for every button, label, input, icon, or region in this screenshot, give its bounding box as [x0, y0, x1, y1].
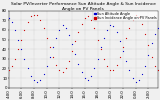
Point — [20, 48, 23, 50]
Point — [61, 71, 64, 73]
Point — [134, 15, 137, 16]
Point — [131, 20, 134, 21]
Point — [87, 16, 89, 17]
Point — [93, 27, 96, 29]
Point — [42, 27, 45, 29]
Point — [141, 73, 143, 75]
Point — [64, 27, 67, 29]
Point — [58, 70, 61, 71]
Point — [122, 50, 124, 52]
Point — [45, 66, 48, 67]
Point — [49, 46, 51, 48]
Point — [128, 27, 131, 29]
Point — [7, 70, 10, 71]
Point — [87, 79, 89, 81]
Point — [39, 20, 42, 21]
Point — [55, 37, 58, 38]
Point — [36, 15, 39, 16]
Point — [55, 64, 58, 65]
Point — [115, 64, 118, 65]
Point — [128, 70, 131, 71]
Point — [68, 60, 70, 62]
Point — [77, 63, 80, 64]
Point — [58, 29, 61, 31]
Point — [33, 79, 35, 81]
Point — [115, 31, 118, 33]
Point — [30, 75, 32, 77]
Point — [147, 44, 150, 46]
Point — [119, 41, 121, 42]
Point — [138, 17, 140, 18]
Point — [141, 23, 143, 25]
Point — [68, 34, 70, 36]
Point — [144, 66, 147, 67]
Point — [93, 68, 96, 69]
Point — [131, 77, 134, 79]
Point — [106, 29, 108, 31]
Point — [119, 56, 121, 58]
Point — [103, 58, 105, 60]
Point — [7, 18, 10, 19]
Point — [61, 24, 64, 26]
Point — [122, 46, 124, 48]
Point — [42, 73, 45, 75]
Point — [33, 14, 35, 15]
Point — [11, 66, 13, 67]
Point — [90, 75, 92, 77]
Point — [125, 37, 127, 38]
Point — [26, 68, 29, 69]
Point — [125, 60, 127, 62]
Point — [144, 33, 147, 35]
Point — [96, 58, 99, 60]
Point — [30, 16, 32, 17]
Point — [23, 58, 26, 60]
Point — [71, 50, 73, 52]
Point — [147, 54, 150, 56]
Point — [39, 79, 42, 81]
Point — [112, 70, 115, 71]
Point — [84, 18, 86, 19]
Point — [17, 39, 19, 40]
Point — [64, 68, 67, 69]
Point — [100, 48, 102, 50]
Point — [11, 21, 13, 23]
Point — [14, 58, 16, 60]
Point — [52, 56, 54, 58]
Point — [150, 56, 153, 58]
Legend: Sun Altitude Angle, Sun Incidence Angle on PV Panels: Sun Altitude Angle, Sun Incidence Angle … — [93, 11, 158, 21]
Point — [84, 77, 86, 79]
Point — [134, 81, 137, 83]
Point — [100, 46, 102, 48]
Point — [153, 66, 156, 67]
Point — [80, 71, 83, 73]
Point — [157, 70, 159, 71]
Point — [157, 27, 159, 29]
Point — [106, 66, 108, 67]
Point — [80, 23, 83, 25]
Point — [23, 29, 26, 31]
Point — [49, 56, 51, 58]
Point — [36, 81, 39, 83]
Point — [14, 29, 16, 31]
Title: Solar PV/Inverter Performance Sun Altitude Angle & Sun Incidence Angle on PV Pan: Solar PV/Inverter Performance Sun Altitu… — [11, 2, 156, 11]
Point — [45, 37, 48, 38]
Point — [71, 44, 73, 45]
Point — [150, 43, 153, 44]
Point — [26, 21, 29, 23]
Point — [20, 39, 23, 40]
Point — [103, 37, 105, 38]
Point — [74, 53, 77, 55]
Point — [74, 41, 77, 42]
Point — [138, 79, 140, 81]
Point — [52, 46, 54, 48]
Point — [90, 20, 92, 21]
Point — [96, 39, 99, 40]
Point — [153, 33, 156, 35]
Point — [112, 25, 115, 27]
Point — [17, 48, 19, 50]
Point — [109, 70, 112, 71]
Point — [77, 31, 80, 33]
Point — [109, 24, 112, 26]
